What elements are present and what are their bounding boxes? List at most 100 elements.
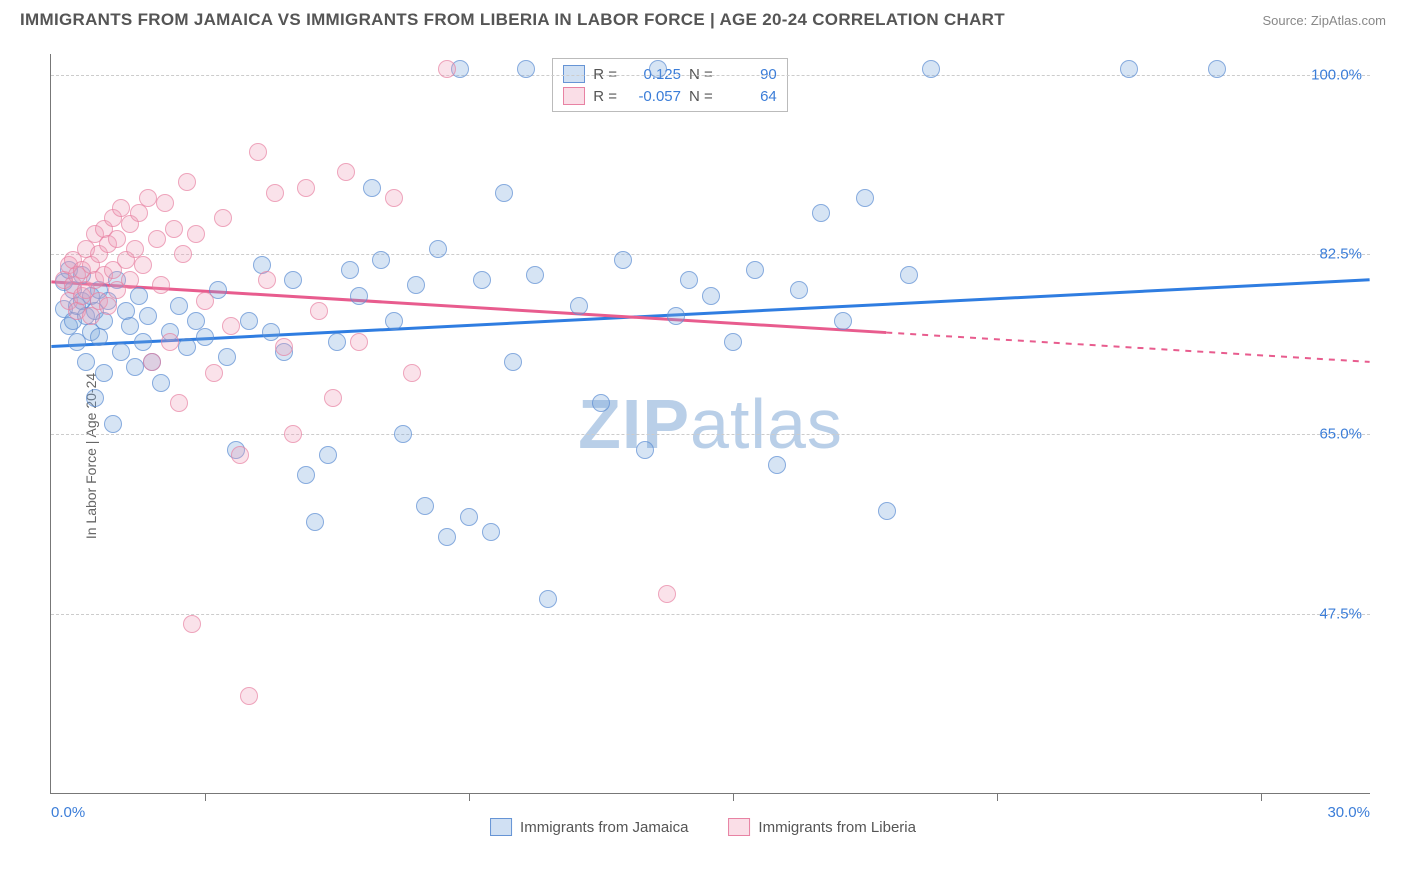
data-point [99, 297, 117, 315]
data-point [196, 328, 214, 346]
data-point [900, 266, 918, 284]
data-point [77, 353, 95, 371]
data-point [218, 348, 236, 366]
data-point [922, 60, 940, 78]
data-point [403, 364, 421, 382]
data-point [284, 425, 302, 443]
trend-lines [51, 54, 1370, 793]
data-point [95, 364, 113, 382]
data-point [143, 353, 161, 371]
data-point [438, 60, 456, 78]
data-point [310, 302, 328, 320]
data-point [262, 323, 280, 341]
data-point [231, 446, 249, 464]
data-point [306, 513, 324, 531]
data-point [416, 497, 434, 515]
data-point [394, 425, 412, 443]
x-tick [469, 793, 470, 801]
data-point [636, 441, 654, 459]
data-point [812, 204, 830, 222]
data-point [108, 230, 126, 248]
y-tick-label: 100.0% [1311, 66, 1362, 83]
data-point [170, 297, 188, 315]
data-point [768, 456, 786, 474]
data-point [539, 590, 557, 608]
data-point [319, 446, 337, 464]
x-tick [733, 793, 734, 801]
data-point [570, 297, 588, 315]
data-point [126, 358, 144, 376]
data-point [429, 240, 447, 258]
data-point [214, 209, 232, 227]
data-point [1208, 60, 1226, 78]
data-point [90, 328, 108, 346]
data-point [328, 333, 346, 351]
data-point [222, 317, 240, 335]
data-point [372, 251, 390, 269]
data-point [746, 261, 764, 279]
data-point [1120, 60, 1138, 78]
chart-title: IMMIGRANTS FROM JAMAICA VS IMMIGRANTS FR… [20, 10, 1005, 30]
data-point [134, 333, 152, 351]
data-point [363, 179, 381, 197]
plot-region: ZIPatlas R = 0.125 N = 90 R = -0.057 N =… [50, 54, 1370, 794]
swatch-jamaica-icon [490, 818, 512, 836]
data-point [134, 256, 152, 274]
data-point [139, 189, 157, 207]
data-point [187, 225, 205, 243]
data-point [121, 317, 139, 335]
data-point [680, 271, 698, 289]
data-point [104, 415, 122, 433]
data-point [112, 343, 130, 361]
data-point [324, 389, 342, 407]
data-point [284, 271, 302, 289]
data-point [724, 333, 742, 351]
x-tick-label: 0.0% [51, 804, 85, 821]
data-point [165, 220, 183, 238]
data-point [438, 528, 456, 546]
swatch-liberia-icon [728, 818, 750, 836]
data-point [183, 615, 201, 633]
data-point [297, 466, 315, 484]
gridline [51, 254, 1370, 255]
legend-item-jamaica: Immigrants from Jamaica [490, 818, 688, 836]
data-point [170, 394, 188, 412]
y-tick-label: 65.0% [1319, 426, 1362, 443]
data-point [385, 189, 403, 207]
gridline [51, 75, 1370, 76]
data-point [86, 389, 104, 407]
swatch-liberia [563, 87, 585, 105]
data-point [834, 312, 852, 330]
data-point [161, 333, 179, 351]
data-point [297, 179, 315, 197]
source-label: Source: ZipAtlas.com [1262, 13, 1386, 28]
legend-row-liberia: R = -0.057 N = 64 [563, 85, 777, 107]
x-tick-label: 30.0% [1327, 804, 1370, 821]
data-point [152, 276, 170, 294]
gridline [51, 434, 1370, 435]
data-point [156, 194, 174, 212]
legend-item-liberia: Immigrants from Liberia [728, 818, 916, 836]
series-legend: Immigrants from Jamaica Immigrants from … [490, 818, 916, 836]
data-point [139, 307, 157, 325]
data-point [473, 271, 491, 289]
data-point [205, 364, 223, 382]
data-point [337, 163, 355, 181]
data-point [240, 312, 258, 330]
data-point [790, 281, 808, 299]
data-point [258, 271, 276, 289]
data-point [504, 353, 522, 371]
data-point [82, 307, 100, 325]
data-point [614, 251, 632, 269]
data-point [385, 312, 403, 330]
gridline [51, 614, 1370, 615]
data-point [878, 502, 896, 520]
correlation-legend: R = 0.125 N = 90 R = -0.057 N = 64 [552, 58, 788, 112]
data-point [517, 60, 535, 78]
data-point [266, 184, 284, 202]
data-point [495, 184, 513, 202]
data-point [460, 508, 478, 526]
data-point [130, 204, 148, 222]
data-point [148, 230, 166, 248]
y-tick-label: 47.5% [1319, 606, 1362, 623]
